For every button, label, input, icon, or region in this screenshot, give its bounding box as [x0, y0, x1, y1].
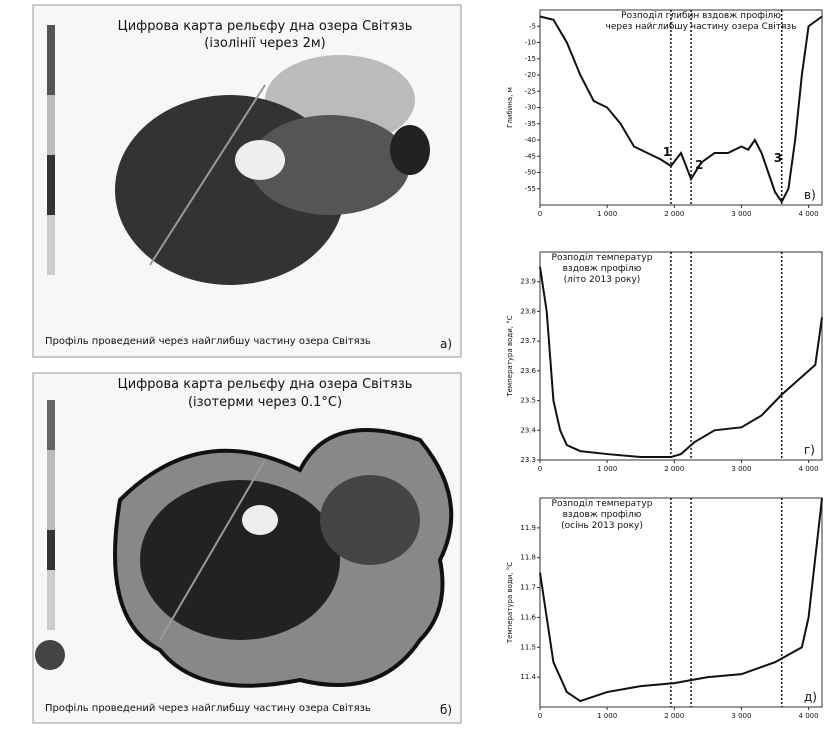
y-tick-label: 11.6 [520, 613, 536, 621]
chart-title: Розподіл температур [552, 499, 653, 509]
x-tick-label: 0 [538, 712, 542, 720]
lake-shape [140, 480, 340, 640]
x-tick-label: 1 000 [597, 712, 617, 720]
y-axis-label: Температура води, °С [506, 315, 514, 397]
y-tick-label: 11.7 [520, 584, 536, 592]
y-tick-label: -40 [525, 136, 536, 144]
y-tick-label: -20 [525, 71, 536, 79]
y-tick-label: 11.9 [520, 524, 536, 532]
lake-shape [320, 475, 420, 565]
y-tick-label: -30 [525, 104, 536, 112]
x-tick-label: 3 000 [731, 712, 751, 720]
lake-shape [242, 505, 278, 535]
map-title: Цифрова карта рельєфу дна озера Світязь [118, 19, 413, 34]
x-tick-label: 3 000 [731, 210, 751, 218]
small-lake [35, 640, 65, 670]
x-tick-label: 1 000 [597, 210, 617, 218]
map-subtitle: (ізотерми через 0.1°С) [188, 395, 342, 410]
line-series [539, 497, 823, 703]
marker-label: 2 [695, 158, 703, 172]
line-series [539, 266, 823, 459]
profile-line [149, 84, 266, 266]
y-axis-label: Температура води, °С [506, 562, 514, 644]
x-tick-label: 2 000 [664, 465, 684, 473]
plot-frame [539, 497, 823, 708]
panel-label: г) [804, 443, 815, 457]
lake-shape [235, 140, 285, 180]
x-tick-label: 0 [538, 465, 542, 473]
lake-shape [390, 125, 430, 175]
y-tick-label: -25 [525, 87, 536, 95]
chart-title: вздовж профілю [563, 264, 642, 274]
y-tick-label: 23.5 [520, 397, 536, 405]
y-tick-label: -35 [525, 120, 536, 128]
y-tick-label: 23.9 [520, 278, 536, 286]
x-tick-label: 2 000 [664, 210, 684, 218]
map-caption: Профіль проведений через найглибшу части… [45, 335, 371, 347]
y-tick-label: -50 [525, 169, 536, 177]
x-tick-label: 4 000 [799, 210, 819, 218]
chart-title: через найглибшу частину озера Світязь [606, 22, 797, 32]
legend-bar [47, 25, 55, 275]
chart-title: (літо 2013 року) [564, 275, 641, 285]
y-tick-label: -55 [525, 185, 536, 193]
y-tick-label: 23.6 [520, 367, 536, 375]
x-tick-label: 4 000 [799, 465, 819, 473]
panel-label: в) [804, 188, 816, 202]
map-b: Цифрова карта рельєфу дна озера Світязь … [32, 372, 462, 724]
marker-label: 3 [774, 151, 782, 165]
plot-frame [539, 9, 823, 206]
marker-label: 1 [663, 145, 671, 159]
x-tick-label: 1 000 [597, 465, 617, 473]
map-a: Цифрова карта рельєфу дна озера Світязь … [32, 4, 462, 358]
y-tick-label: 23.8 [520, 307, 536, 315]
x-tick-label: 4 000 [799, 712, 819, 720]
y-tick-label: -15 [525, 55, 536, 63]
x-tick-label: 3 000 [731, 465, 751, 473]
x-tick-label: 2 000 [664, 712, 684, 720]
y-tick-label: -10 [525, 39, 536, 47]
y-tick-label: 11.5 [520, 643, 536, 651]
map-title: Цифрова карта рельєфу дна озера Світязь [118, 377, 413, 392]
y-tick-label: 23.3 [520, 456, 536, 464]
y-tick-label: 11.4 [520, 673, 536, 681]
chart-title: (осінь 2013 року) [561, 521, 643, 531]
line-series [539, 15, 823, 204]
legend-bar [47, 400, 55, 630]
panel-label: б) [440, 703, 452, 717]
map-caption: Профіль проведений через найглибшу части… [45, 702, 371, 714]
y-axis-label: Глибина, м [506, 87, 514, 128]
chart-title: Розподіл глибин вздовж профілю [621, 11, 781, 21]
y-tick-label: -45 [525, 152, 536, 160]
y-tick-label: 23.7 [520, 337, 536, 345]
y-tick-label: -5 [529, 22, 536, 30]
y-tick-label: 23.4 [520, 426, 536, 434]
panel-label: д) [804, 690, 817, 704]
panel-label: а) [440, 337, 452, 351]
y-tick-label: 11.8 [520, 554, 536, 562]
map-subtitle: (ізолінії через 2м) [204, 36, 325, 51]
chart-title: вздовж профілю [563, 510, 642, 520]
chart-title: Розподіл температур [552, 253, 653, 263]
x-tick-label: 0 [538, 210, 542, 218]
profile-line [159, 459, 266, 641]
plot-frame [539, 251, 823, 461]
lake-shape [250, 115, 410, 215]
